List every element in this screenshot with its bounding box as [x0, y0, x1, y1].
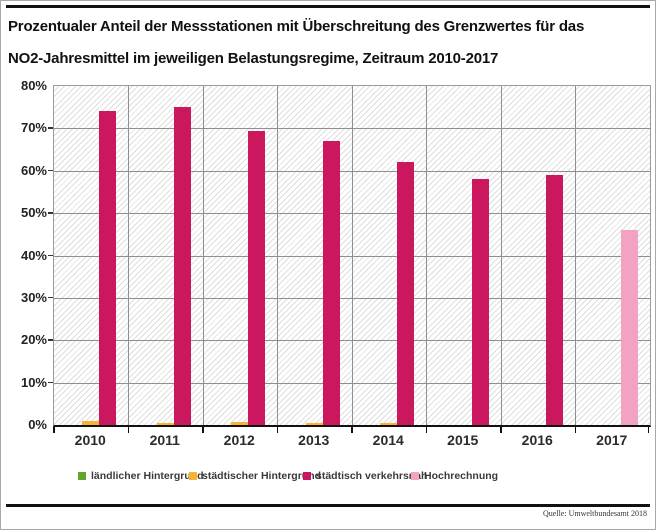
- chart-title-line1: Prozentualer Anteil der Messstationen mi…: [8, 18, 585, 35]
- bar-2014-städtisch-verkehrsnah: [397, 162, 414, 425]
- y-axis-label-20: 20%: [20, 332, 47, 348]
- legend-item-ländlicher-hintergrund: ländlicher Hintergrund: [78, 470, 204, 482]
- x-axis-label-2017: 2017: [596, 432, 628, 448]
- category-separator: [277, 86, 278, 425]
- x-axis-tick: [127, 426, 129, 433]
- y-axis-tick: [48, 127, 53, 129]
- legend-swatch-ländlicher-hintergrund: [78, 472, 86, 480]
- bar-2010-städtischer-hintergrund: [82, 420, 99, 425]
- bar-2014-städtischer-hintergrund: [380, 422, 397, 425]
- chart-title-line2: NO2-Jahresmittel im jeweiligen Belastung…: [8, 50, 499, 67]
- bar-2011-städtischer-hintergrund: [156, 422, 174, 425]
- x-axis-label-2015: 2015: [447, 432, 479, 448]
- bar-2015-städtisch-verkehrsnah: [471, 179, 489, 425]
- legend-label: städtischer Hintergrund: [202, 470, 322, 482]
- y-axis-label-70: 70%: [20, 120, 47, 136]
- category-separator: [202, 86, 204, 425]
- x-axis-tick: [425, 426, 427, 433]
- bar-2016-städtisch-verkehrsnah: [546, 175, 563, 425]
- x-axis-label-2010: 2010: [74, 432, 106, 448]
- legend-label: Hochrechnung: [424, 470, 499, 482]
- y-axis-tick: [48, 381, 53, 384]
- x-axis-tick: [574, 426, 576, 433]
- bar-2012-städtischer-hintergrund: [231, 421, 248, 425]
- category-separator: [128, 86, 129, 425]
- x-axis-label-2013: 2013: [298, 432, 330, 448]
- y-axis-label-80: 80%: [20, 78, 47, 93]
- y-axis-label-10: 10%: [20, 374, 47, 390]
- legend-label: städtisch verkehrsnah: [316, 470, 428, 482]
- y-axis-label-40: 40%: [20, 247, 47, 263]
- legend-swatch-städtisch-verkehrsnah: [303, 472, 311, 480]
- y-axis-label-60: 60%: [20, 162, 47, 178]
- category-separator: [500, 86, 502, 425]
- y-axis-label-30: 30%: [20, 289, 47, 305]
- chart-title: Prozentualer Anteil der Messstationen mi…: [8, 11, 584, 75]
- legend-item-städtischer-hintergrund: städtischer Hintergrund: [189, 470, 321, 482]
- legend-item-hochrechnung: Hochrechnung: [411, 470, 498, 482]
- x-axis-label-2014: 2014: [372, 432, 404, 448]
- x-axis-tick: [647, 426, 649, 433]
- x-axis-tick: [202, 426, 204, 433]
- bar-2013-städtischer-hintergrund: [305, 422, 323, 425]
- bar-2017-hochrechnung: [620, 230, 638, 425]
- source-caption: Quelle: Umweltbundesamt 2018: [543, 509, 647, 518]
- y-axis-tick: [48, 169, 53, 172]
- y-axis-tick: [48, 254, 53, 256]
- plot-area: [53, 85, 651, 427]
- bar-2011-städtisch-verkehrsnah: [173, 107, 191, 425]
- category-separator: [575, 86, 576, 425]
- x-axis-label-2012: 2012: [223, 432, 255, 448]
- category-separator: [351, 86, 353, 425]
- bar-2013-städtisch-verkehrsnah: [322, 141, 340, 425]
- legend-label: ländlicher Hintergrund: [91, 470, 204, 482]
- y-axis-label-50: 50%: [20, 205, 47, 221]
- chart-legend: ländlicher Hintergrund städtischer Hinter…: [1, 470, 655, 486]
- legend-item-städtisch-verkehrsnah: städtisch verkehrsnah: [303, 470, 427, 482]
- y-axis-label-0: 0%: [28, 417, 47, 432]
- y-axis-tick: [48, 296, 53, 299]
- top-divider: [6, 5, 650, 8]
- legend-swatch-hochrechnung: [411, 472, 419, 480]
- legend-swatch-städtischer-hintergrund: [189, 472, 197, 480]
- y-axis-tick: [48, 339, 53, 341]
- category-separator: [426, 86, 427, 425]
- x-axis-tick: [276, 426, 278, 433]
- bar-2012-städtisch-verkehrsnah: [248, 130, 265, 425]
- x-axis-label-2016: 2016: [521, 432, 553, 448]
- x-axis-label-2011: 2011: [149, 432, 180, 448]
- x-axis-tick: [53, 426, 55, 433]
- bottom-divider: [6, 504, 650, 507]
- x-axis-tick: [351, 426, 353, 433]
- bar-2010-städtisch-verkehrsnah: [99, 111, 116, 425]
- x-axis-tick: [500, 426, 502, 433]
- y-axis-tick: [48, 212, 53, 214]
